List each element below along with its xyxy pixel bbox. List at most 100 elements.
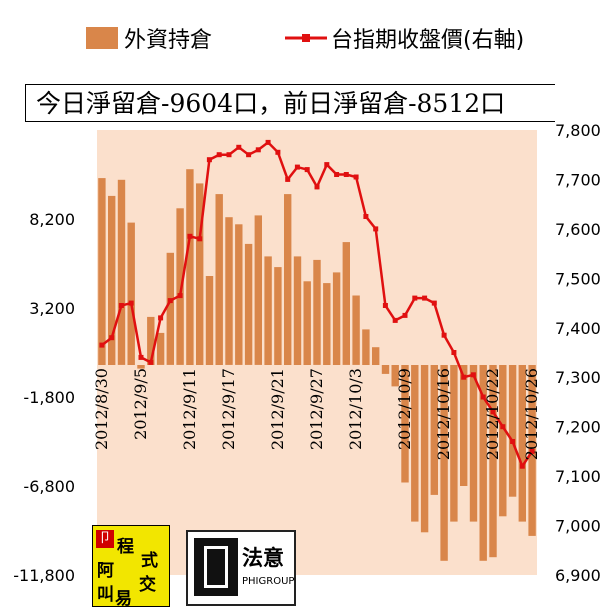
right-tick-label: 7,400 (555, 319, 601, 338)
left-tick-label: -1,800 (23, 388, 75, 407)
price-point (412, 295, 418, 301)
legend-line-marker (302, 34, 310, 42)
price-point (353, 174, 359, 180)
bar (225, 217, 233, 365)
bar (440, 365, 448, 561)
price-point (343, 172, 349, 177)
right-tick-label: 7,800 (555, 121, 601, 140)
left-tick-label: 3,200 (29, 299, 75, 318)
bar (372, 347, 380, 365)
price-point (441, 332, 447, 338)
logo-sub: PHIGROUP (242, 576, 295, 587)
price-point (480, 394, 486, 400)
bar (205, 276, 214, 365)
bar (489, 365, 497, 558)
bar (254, 215, 262, 365)
price-point (206, 157, 212, 163)
price-point (510, 439, 516, 444)
price-point (529, 448, 535, 454)
legend-line-label: 台指期收盤價(右軸) (331, 28, 524, 53)
price-point (236, 144, 242, 150)
bar (381, 365, 390, 374)
price-point (246, 152, 252, 158)
right-tick-label: 6,900 (555, 566, 601, 585)
bar (518, 365, 526, 522)
price-point (431, 300, 437, 306)
price-point (402, 312, 408, 318)
legend-bar-swatch (86, 27, 118, 49)
price-point (255, 147, 261, 153)
bar (362, 329, 370, 365)
logo-program-trading: 卩 程式阿交叫易 (92, 525, 170, 609)
price-point (304, 167, 310, 173)
bar (166, 252, 174, 365)
bar (137, 365, 145, 369)
right-tick-label: 7,500 (555, 269, 601, 288)
bar (352, 295, 360, 365)
price-point (500, 424, 506, 430)
price-point (128, 300, 134, 306)
bar (411, 365, 419, 522)
bar (264, 256, 272, 365)
price-point (314, 184, 320, 190)
price-point (167, 298, 173, 304)
logo-char: 易 (115, 589, 132, 609)
bar (98, 178, 106, 365)
bar (127, 222, 135, 365)
x-tick-label: 2012/9/27 (307, 368, 326, 450)
bar (323, 283, 331, 365)
bar (450, 365, 458, 522)
line-series (99, 139, 535, 469)
bar (401, 365, 409, 483)
bar (196, 183, 204, 365)
price-point (197, 236, 203, 242)
right-tick-label: 7,000 (555, 517, 601, 536)
x-tick-label: 2012/10/16 (434, 368, 453, 460)
price-point (148, 359, 154, 365)
price-point (275, 149, 281, 155)
x-tick-label: 2012/9/5 (131, 368, 150, 440)
right-tick-label: 7,700 (555, 170, 601, 189)
x-tick-label: 2012/9/17 (219, 368, 238, 450)
price-point (99, 342, 105, 348)
bar (147, 316, 155, 365)
x-tick-label: 2012/8/30 (92, 368, 111, 450)
x-tick-label: 2012/9/21 (268, 368, 287, 450)
logo-phigroup: 法意 PHIGROUP (186, 530, 296, 606)
left-tick-label: -6,800 (23, 477, 75, 496)
price-point (363, 214, 369, 219)
price-point (490, 409, 496, 415)
price-point (382, 303, 388, 308)
price-point (216, 152, 222, 158)
logo-char: 程 (117, 537, 134, 557)
bar (244, 243, 253, 365)
bar-series (98, 169, 536, 561)
price-point (392, 317, 398, 323)
net-position-annotation: 今日淨留倉-9604口，前日淨留倉-8512口 (25, 84, 555, 122)
logo-stamp-icon: 卩 (96, 530, 114, 548)
left-axis: 8,200 3,200 -1,800 -6,800 -11,800 (13, 210, 75, 585)
x-tick-label: 2012/10/3 (346, 368, 365, 450)
legend: 外資持倉 台指期收盤價(右軸) (86, 27, 524, 53)
bar (391, 365, 399, 387)
price-point (294, 164, 300, 170)
bar (156, 332, 165, 365)
bar (293, 256, 302, 365)
bar (469, 365, 478, 522)
bar (430, 365, 438, 495)
price-point (373, 226, 379, 232)
legend-bar-label: 外資持倉 (124, 28, 212, 53)
x-tick-label: 2012/10/9 (395, 368, 414, 450)
left-tick-label: 8,200 (29, 210, 75, 229)
price-point (470, 372, 476, 378)
logo-char: 交 (139, 575, 156, 595)
left-tick-label: -11,800 (13, 566, 75, 585)
x-axis-labels: 2012/8/30 2012/9/5 2012/9/11 2012/9/17 2012/… (92, 368, 541, 460)
price-point (285, 176, 291, 182)
right-tick-label: 7,100 (555, 467, 601, 486)
logo-char: 式 (141, 551, 158, 571)
x-tick-label: 2012/10/22 (483, 368, 502, 460)
price-point (158, 315, 164, 321)
bar (342, 242, 350, 365)
